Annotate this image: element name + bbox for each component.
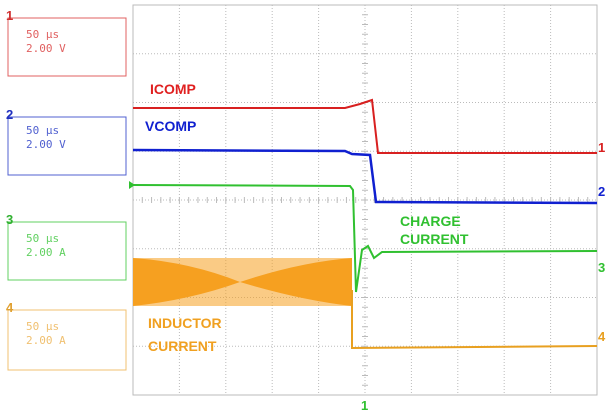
channel-box <box>7 17 127 77</box>
scale: 2.00 V <box>26 42 66 55</box>
timebase: 50 µs <box>26 320 59 333</box>
trace-label: CHARGE <box>400 213 461 229</box>
channel-number: 4 <box>6 300 14 315</box>
channel-number: 2 <box>6 107 13 122</box>
trace-label: CURRENT <box>400 231 469 247</box>
timebase: 50 µs <box>26 232 59 245</box>
channel-box <box>7 309 127 371</box>
scale: 2.00 A <box>26 246 66 259</box>
trace-label: INDUCTOR <box>148 315 222 331</box>
trace-marker: 3 <box>598 260 605 275</box>
trigger-level-arrow <box>129 181 135 189</box>
timebase: 50 µs <box>26 124 59 137</box>
timebase: 50 µs <box>26 28 59 41</box>
trace-marker: 2 <box>598 184 605 199</box>
trace-label: ICOMP <box>150 81 196 97</box>
channel-box <box>7 221 127 281</box>
trace-label: CURRENT <box>148 338 217 354</box>
channel-number: 3 <box>6 212 13 227</box>
charge-trace <box>132 184 598 293</box>
vcomp-trace <box>132 148 598 205</box>
icomp-trace <box>133 98 597 154</box>
trace-label: VCOMP <box>145 118 196 134</box>
channel-number: 1 <box>6 8 13 23</box>
inductor-trace <box>351 290 598 350</box>
inductor-band <box>133 258 352 306</box>
scale: 2.00 A <box>26 334 66 347</box>
trace-marker: 1 <box>598 140 605 155</box>
channel-box <box>7 116 127 176</box>
scale: 2.00 V <box>26 138 66 151</box>
trace-marker: 4 <box>598 329 606 344</box>
trigger-marker: 1 <box>361 398 368 413</box>
